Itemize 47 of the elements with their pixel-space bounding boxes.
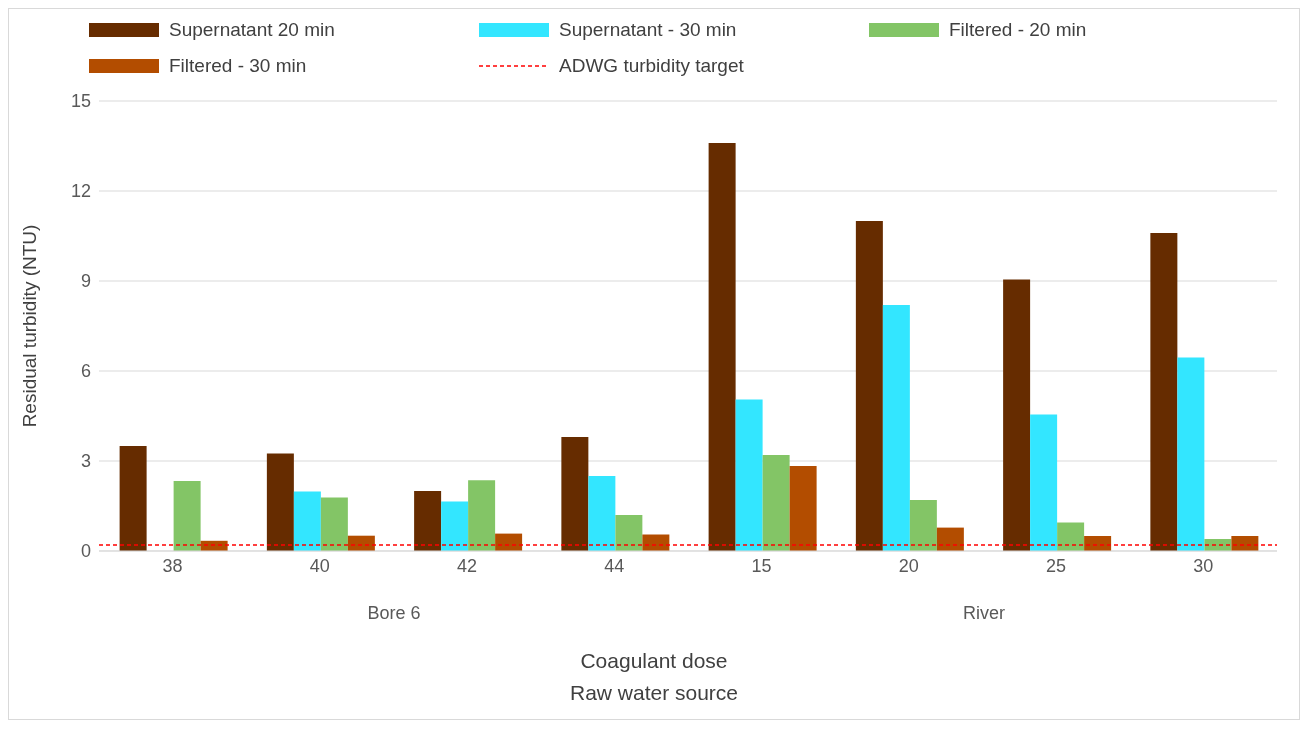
x-tick-label: 25: [1046, 555, 1067, 576]
y-tick-label: 0: [80, 541, 91, 562]
x-tick-label: 44: [604, 555, 625, 576]
bar: [882, 305, 910, 551]
bar: [414, 491, 442, 551]
bar: [708, 143, 736, 551]
y-tick-label: 15: [70, 91, 91, 112]
x-tick-label: 40: [309, 555, 330, 576]
bar: [173, 481, 201, 551]
text: Raw water source: [568, 680, 740, 706]
y-tick-label: 9: [80, 271, 91, 292]
legend-label: Supernatant - 30 min: [559, 19, 737, 41]
x-tick-label: 20: [898, 555, 919, 576]
text: River: [962, 603, 1006, 624]
x-tick-label: 38: [162, 555, 183, 576]
x-tick-label: 42: [457, 555, 478, 576]
bar: [441, 501, 469, 551]
legend-label: ADWG turbidity target: [559, 55, 744, 77]
bar: [1030, 414, 1058, 551]
bar: [1057, 522, 1085, 551]
bar: [293, 491, 321, 551]
bar: [909, 500, 937, 551]
bar: [615, 515, 643, 551]
bar: [320, 497, 348, 551]
bar: [762, 455, 790, 551]
y-axis-title: Residual turbidity (NTU): [18, 224, 40, 428]
legend-label: Filtered - 20 min: [949, 19, 1087, 41]
bar: [1003, 279, 1031, 551]
bar: [1177, 357, 1205, 551]
bar: [588, 476, 616, 551]
y-tick-label: 12: [70, 181, 91, 202]
bar: [789, 466, 817, 551]
bar: [855, 221, 883, 551]
legend-label: Supernatant 20 min: [169, 19, 335, 41]
bar: [561, 437, 589, 551]
y-tick-label: 3: [80, 451, 91, 472]
bar: [735, 399, 763, 551]
y-tick-label: 6: [80, 361, 91, 382]
bar: [468, 480, 496, 551]
bar: [266, 453, 294, 551]
text: Bore 6: [366, 603, 422, 624]
x-tick-label: 15: [751, 555, 772, 576]
x-axis-title: Coagulant dose: [579, 648, 729, 674]
legend-label: Filtered - 30 min: [169, 55, 307, 77]
x-tick-label: 30: [1193, 555, 1214, 576]
bar: [119, 446, 147, 551]
bar: [1150, 233, 1178, 551]
